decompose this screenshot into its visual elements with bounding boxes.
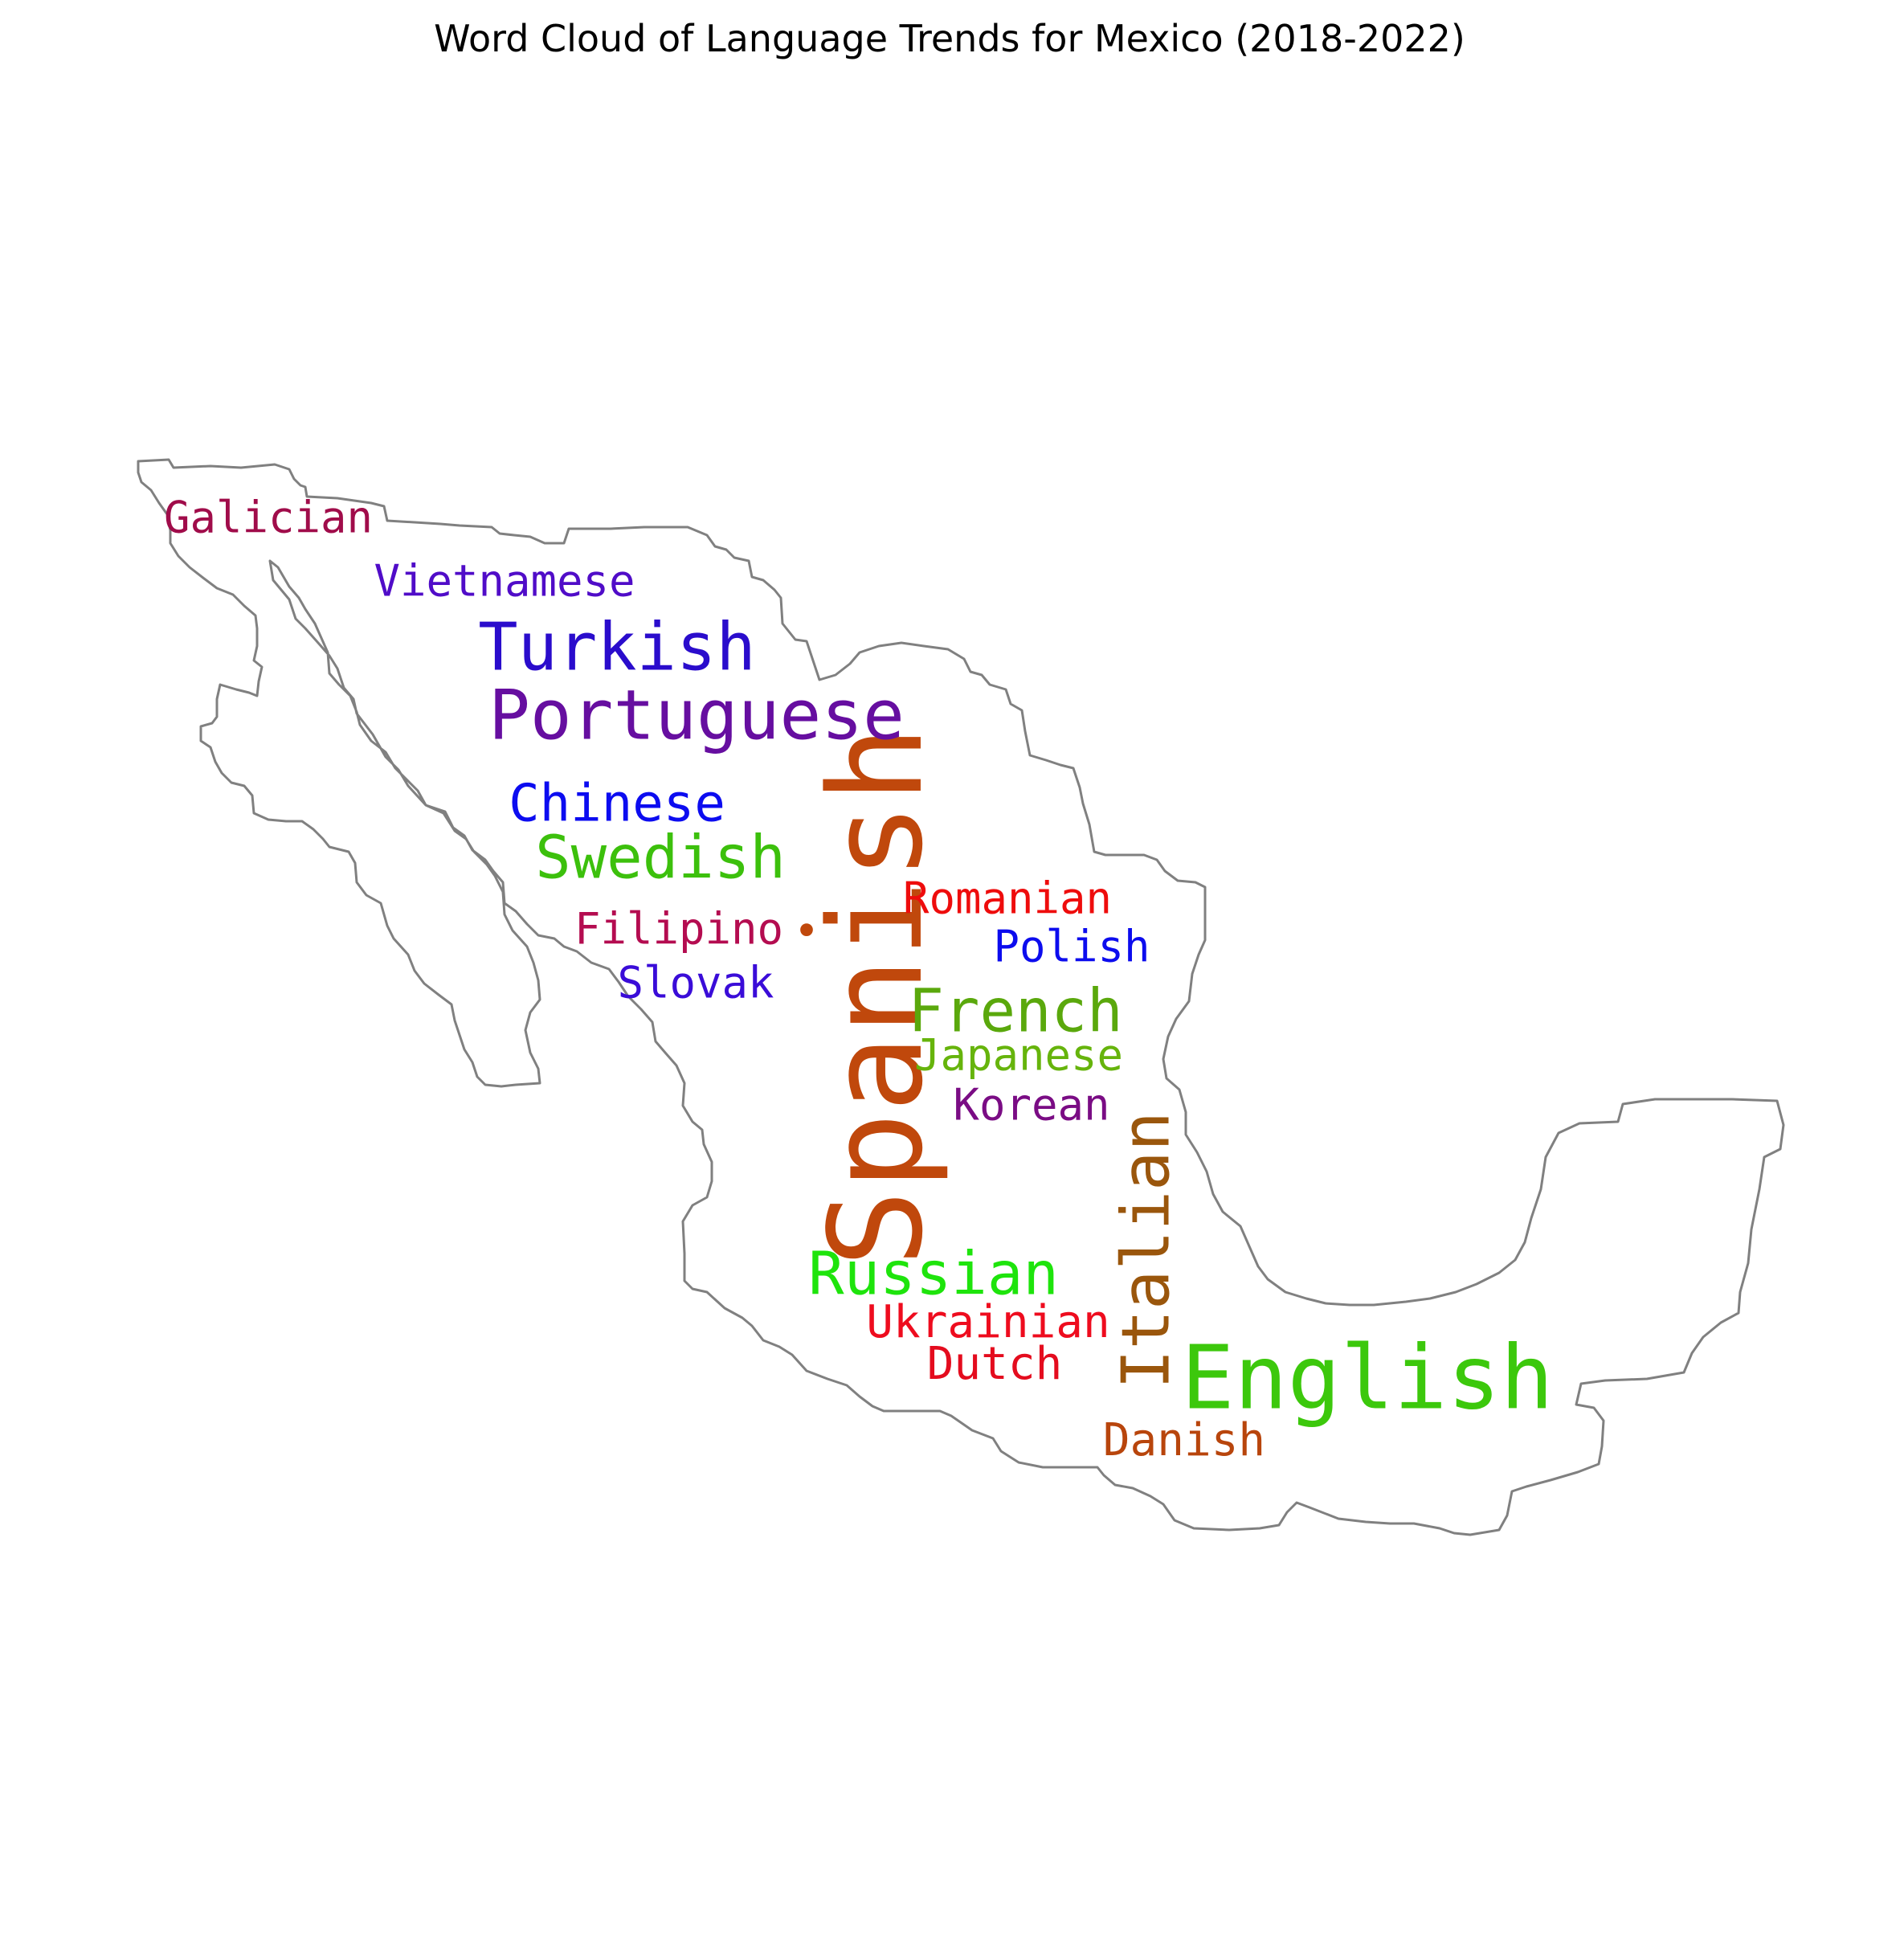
word-japanese: Japanese — [914, 1030, 1123, 1081]
word-english: English — [1181, 1326, 1554, 1429]
word-italian: Italian — [1108, 1111, 1184, 1389]
chart-title: Word Cloud of Language Trends for Mexico… — [434, 17, 1465, 60]
mexico-outline — [137, 458, 1785, 1536]
word-russian: Russian — [808, 1240, 1059, 1309]
word-portuguese: Portuguese — [488, 675, 905, 755]
word-cloud: Spanish English Portuguese Italian Turkish Ru… — [164, 493, 1554, 1467]
word-slovak: Slovak — [617, 958, 774, 1008]
word-swedish: Swedish — [535, 824, 786, 893]
word-turkish: Turkish — [478, 609, 756, 685]
word-korean: Korean — [953, 1080, 1109, 1131]
word-ukrainian: Ukrainian — [866, 1296, 1109, 1348]
word-galician: Galician — [164, 493, 373, 543]
word-danish: Danish — [1103, 1414, 1265, 1466]
word-romanian: Romanian — [903, 873, 1112, 924]
word-dot: • — [794, 906, 820, 957]
word-dutch: Dutch — [927, 1338, 1063, 1390]
word-french: French — [908, 977, 1122, 1046]
word-chinese: Chinese — [509, 775, 725, 834]
word-polish: Polish — [993, 922, 1150, 972]
word-spanish: Spanish — [801, 726, 951, 1267]
word-vietnamese: Vietnamese — [374, 556, 635, 607]
word-filipino: Filipino — [574, 904, 783, 955]
